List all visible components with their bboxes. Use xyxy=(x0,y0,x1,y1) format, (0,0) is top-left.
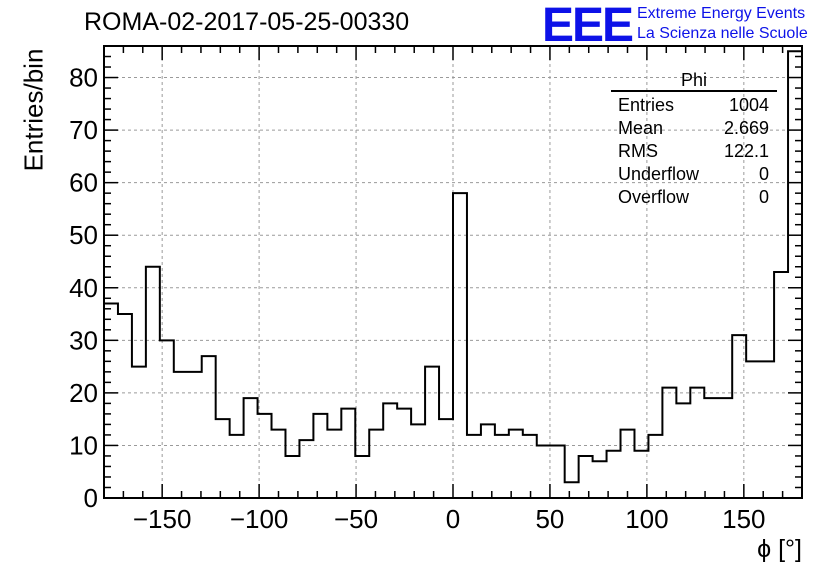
histogram-bin xyxy=(313,414,327,498)
histogram-bin xyxy=(118,314,132,498)
histogram-bin xyxy=(495,435,509,498)
stats-value: 2.669 xyxy=(723,118,769,138)
stats-label: Underflow xyxy=(618,164,700,184)
histogram-bin xyxy=(272,430,286,498)
logo-subtitle-line1: Extreme Energy Events xyxy=(637,5,806,22)
histogram-bin xyxy=(565,482,579,498)
x-axis-label: ϕ [°] xyxy=(757,535,802,563)
x-tick-label: −150 xyxy=(133,504,192,534)
histogram-bin xyxy=(746,361,760,498)
histogram-bin xyxy=(704,398,718,498)
histogram-bin xyxy=(648,435,662,498)
histogram-bin xyxy=(369,430,383,498)
histogram-bin xyxy=(132,367,146,498)
stats-value: 122.1 xyxy=(723,141,769,161)
histogram-bin xyxy=(662,388,676,498)
y-tick-label: 0 xyxy=(84,483,98,513)
histogram-bin xyxy=(718,398,732,498)
histogram-bin xyxy=(579,456,593,498)
histogram-bin xyxy=(299,440,313,498)
stats-title: Phi xyxy=(611,70,777,92)
histogram-bin xyxy=(760,361,774,498)
histogram-bin xyxy=(621,430,635,498)
x-tick-label: −100 xyxy=(230,504,289,534)
histogram-bin xyxy=(202,356,216,498)
histogram-bin xyxy=(244,398,258,498)
y-tick-label: 60 xyxy=(69,168,98,198)
x-tick-label: 100 xyxy=(625,504,668,534)
histogram-bin xyxy=(188,372,202,498)
histogram-bin xyxy=(467,435,481,498)
stats-label: Entries xyxy=(618,95,675,115)
histogram-bin xyxy=(216,419,230,498)
eee-logo: EEE xyxy=(542,0,634,52)
stats-label: RMS xyxy=(618,141,658,161)
histogram-bin xyxy=(160,340,174,498)
histogram-bin xyxy=(425,367,439,498)
x-tick-label: 50 xyxy=(535,504,564,534)
stats-label: Overflow xyxy=(618,187,690,207)
y-tick-label: 50 xyxy=(69,220,98,250)
histogram-bin xyxy=(509,430,523,498)
chart-title: ROMA-02-2017-05-25-00330 xyxy=(84,8,410,36)
y-tick-label: 10 xyxy=(69,430,98,460)
stats-row-entries: Entries 1004 xyxy=(611,94,777,117)
stats-value: 1004 xyxy=(728,95,769,115)
histogram-bin xyxy=(327,430,341,498)
x-tick-label: −50 xyxy=(334,504,378,534)
y-tick-label: 40 xyxy=(69,273,98,303)
logo-subtitle-line2: La Scienza nelle Scuole xyxy=(637,25,808,42)
histogram-bin xyxy=(732,335,746,498)
histogram-bin xyxy=(341,409,355,498)
y-tick-labels: 0 10 20 30 40 50 60 70 80 xyxy=(69,63,98,513)
histogram-bin xyxy=(523,435,537,498)
histogram-bin xyxy=(537,445,551,498)
histogram-bin xyxy=(174,372,188,498)
y-axis-label: Entries/bin xyxy=(18,48,49,172)
y-tick-label: 20 xyxy=(69,378,98,408)
stats-row-rms: RMS 122.1 xyxy=(611,140,777,163)
stats-row-mean: Mean 2.669 xyxy=(611,117,777,140)
x-tick-labels: −150 −100 −50 0 50 100 150 xyxy=(133,504,766,534)
histogram-bin xyxy=(676,403,690,498)
stats-value: 0 xyxy=(758,187,769,207)
x-tick-label: 0 xyxy=(446,504,460,534)
histogram-bin xyxy=(607,451,621,498)
stats-value: 0 xyxy=(758,164,769,184)
histogram-bin xyxy=(383,403,397,498)
histogram-bin xyxy=(104,304,118,498)
histogram-outline xyxy=(104,50,802,484)
axis-ticks xyxy=(103,45,803,499)
histogram-bin xyxy=(411,424,425,498)
x-tick-label: 150 xyxy=(722,504,765,534)
stats-box: Phi Entries 1004 Mean 2.669 RMS 122.1 Un… xyxy=(611,70,777,209)
histogram-bin xyxy=(690,388,704,498)
histogram-bin xyxy=(355,456,369,498)
histogram-bin xyxy=(788,51,802,498)
histogram-bin xyxy=(593,461,607,498)
stats-row-overflow: Overflow 0 xyxy=(611,186,777,209)
histogram-bin xyxy=(397,409,411,498)
histogram-bin xyxy=(453,193,467,498)
histogram-bin xyxy=(481,424,495,498)
y-tick-label: 30 xyxy=(69,325,98,355)
histogram-bin xyxy=(774,272,788,498)
histogram-bin xyxy=(230,435,244,498)
histogram-bin xyxy=(551,445,565,498)
histogram-bin xyxy=(439,419,453,498)
stats-row-underflow: Underflow 0 xyxy=(611,163,777,186)
y-tick-label: 70 xyxy=(69,115,98,145)
y-tick-label: 80 xyxy=(69,63,98,93)
stats-label: Mean xyxy=(618,118,664,138)
histogram-bin xyxy=(146,267,160,498)
